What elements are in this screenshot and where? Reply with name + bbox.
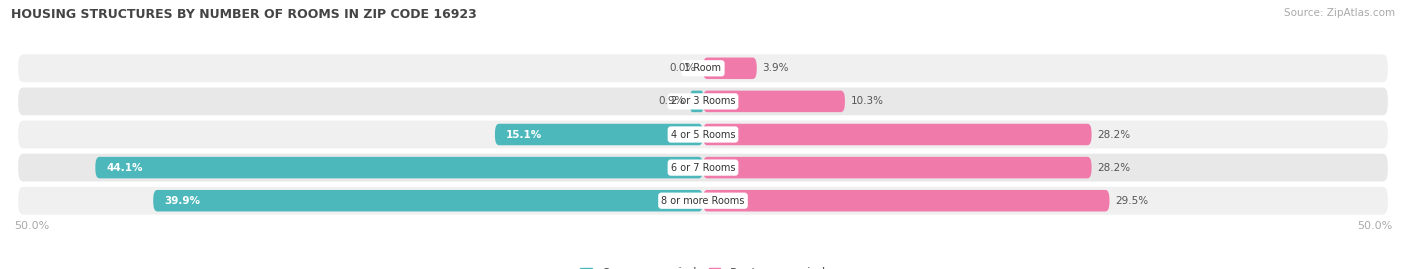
Text: 8 or more Rooms: 8 or more Rooms (661, 196, 745, 206)
Text: HOUSING STRUCTURES BY NUMBER OF ROOMS IN ZIP CODE 16923: HOUSING STRUCTURES BY NUMBER OF ROOMS IN… (11, 8, 477, 21)
Text: 1 Room: 1 Room (685, 63, 721, 73)
FancyBboxPatch shape (703, 58, 756, 79)
FancyBboxPatch shape (703, 124, 1091, 145)
FancyBboxPatch shape (153, 190, 703, 211)
FancyBboxPatch shape (703, 157, 1091, 178)
Text: 6 or 7 Rooms: 6 or 7 Rooms (671, 162, 735, 173)
Text: 28.2%: 28.2% (1097, 162, 1130, 173)
Text: 50.0%: 50.0% (1357, 221, 1392, 231)
Text: 0.0%: 0.0% (669, 63, 696, 73)
Text: 44.1%: 44.1% (107, 162, 143, 173)
Text: 2 or 3 Rooms: 2 or 3 Rooms (671, 96, 735, 107)
Text: 10.3%: 10.3% (851, 96, 883, 107)
FancyBboxPatch shape (703, 91, 845, 112)
FancyBboxPatch shape (690, 91, 703, 112)
FancyBboxPatch shape (18, 154, 1388, 182)
Legend: Owner-occupied, Renter-occupied: Owner-occupied, Renter-occupied (579, 267, 827, 269)
Text: 29.5%: 29.5% (1115, 196, 1149, 206)
Text: 50.0%: 50.0% (14, 221, 49, 231)
Text: 28.2%: 28.2% (1097, 129, 1130, 140)
Text: 0.9%: 0.9% (659, 96, 685, 107)
FancyBboxPatch shape (18, 54, 1388, 82)
Text: 4 or 5 Rooms: 4 or 5 Rooms (671, 129, 735, 140)
Text: Source: ZipAtlas.com: Source: ZipAtlas.com (1284, 8, 1395, 18)
Text: 15.1%: 15.1% (506, 129, 543, 140)
FancyBboxPatch shape (18, 87, 1388, 115)
FancyBboxPatch shape (495, 124, 703, 145)
Text: 3.9%: 3.9% (762, 63, 789, 73)
FancyBboxPatch shape (18, 187, 1388, 215)
FancyBboxPatch shape (18, 121, 1388, 148)
Text: 39.9%: 39.9% (165, 196, 200, 206)
FancyBboxPatch shape (703, 190, 1109, 211)
FancyBboxPatch shape (96, 157, 703, 178)
